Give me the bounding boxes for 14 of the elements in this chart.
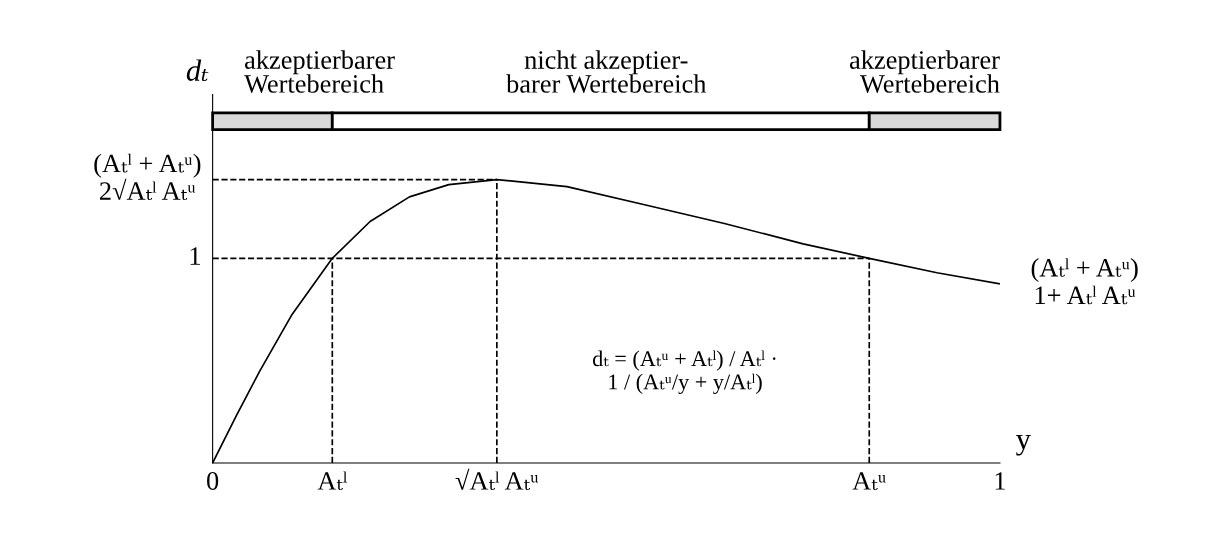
- x-tick-label: Aₜˡ: [317, 471, 347, 490]
- text: akzeptierbarer Wertebereich: [849, 50, 1000, 93]
- text: nicht akzeptier- barer Wertebereich: [506, 50, 707, 93]
- annotation: dₜ = (Aₜᵘ + Aₜˡ) / Aₜˡ · 1 / (Aₜᵘ/y + y/Aₜˡ): [592, 350, 776, 395]
- x-axis-title: y: [1016, 434, 1031, 456]
- x-tick-label: √Aₜˡ Aₜᵘ: [455, 468, 539, 490]
- text: akzeptierbarer Wertebereich: [244, 50, 395, 93]
- ref-line-label: 1: [190, 247, 200, 265]
- annotation: (Aₜˡ + Aₜᵘ) 1+ Aₜˡ Aₜᵘ: [1031, 258, 1138, 305]
- x-tick-label: 0: [207, 472, 219, 490]
- x-tick-label: Aₜᵘ: [852, 472, 886, 490]
- y-axis-title: dₜ: [186, 59, 209, 81]
- ref-line-label: (Aₜˡ + Aₜᵘ) 2√Aₜˡ Aₜᵘ: [94, 153, 201, 200]
- x-tick-label: 1: [995, 472, 1005, 490]
